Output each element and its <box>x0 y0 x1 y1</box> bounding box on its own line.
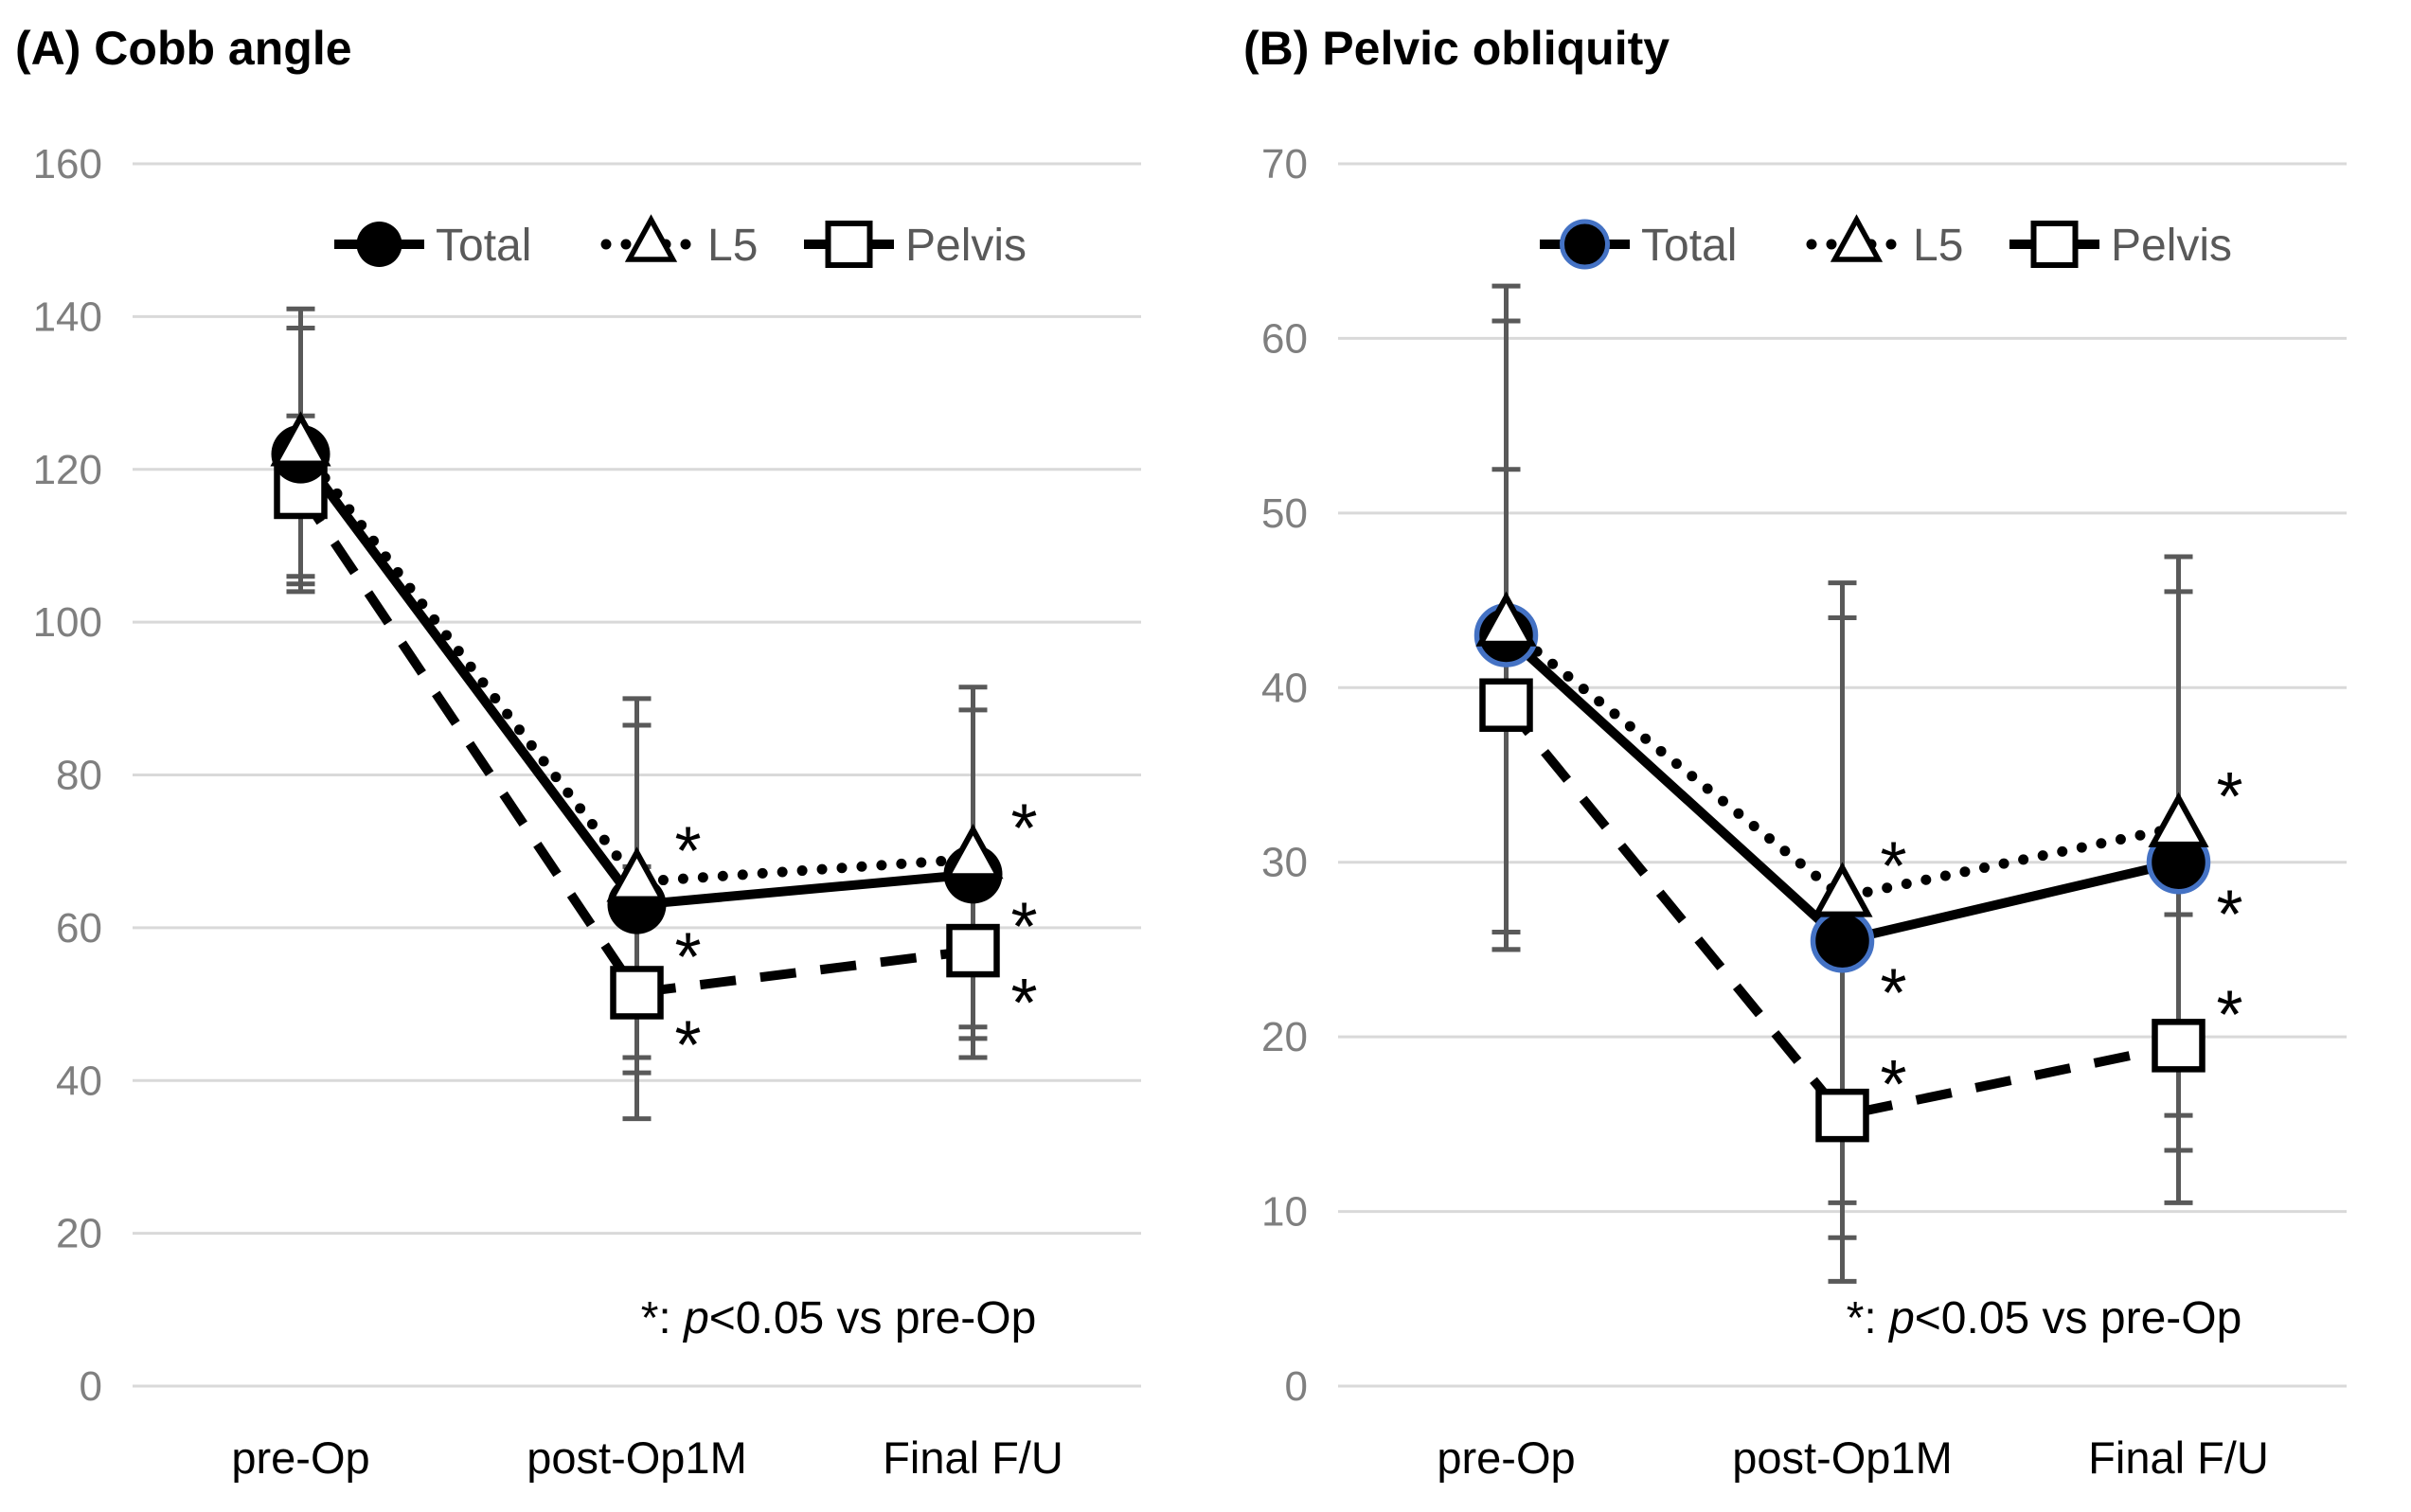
chart-canvas-host-b: 0 10 20 30 40 50 60 70 * * * * * * Total L5 Pelvis pre-Op… <box>1206 0 2411 1512</box>
x-axis-label-post-op1m: post-Op1M <box>527 1432 746 1483</box>
sig-asterisk-pelvis: * <box>1881 1047 1907 1123</box>
series-line-pelvis <box>1502 702 2180 1121</box>
legend-open-square-icon <box>825 221 873 268</box>
panel-title-cobb-angle: (A) Cobb angle <box>15 22 352 75</box>
marker-pelvis-final-f-u <box>946 923 1000 978</box>
y-tick-label: 100 <box>33 599 102 646</box>
series-line-l5 <box>1501 621 2184 903</box>
significance-note-prefix: *: <box>641 1293 684 1343</box>
x-axis-label-post-op1m: post-Op1M <box>1732 1432 1952 1483</box>
y-tick-label: 160 <box>33 141 102 187</box>
legend-filled-circle-icon <box>356 222 402 267</box>
sig-asterisk-pelvis: * <box>675 1007 702 1083</box>
significance-note-p: p <box>1887 1293 1915 1343</box>
sig-asterisk-l5: * <box>1011 791 1038 866</box>
significance-note-prefix: *: <box>1847 1293 1889 1343</box>
y-tick-label: 20 <box>1261 1014 1308 1060</box>
legend-label-pelvis: Pelvis <box>905 221 1027 271</box>
legend-open-triangle-icon <box>1830 214 1884 262</box>
series-line-l5 <box>295 441 978 888</box>
marker-total-post-op1m <box>1810 908 1875 973</box>
sig-asterisk-pelvis: * <box>2217 977 2243 1053</box>
sig-asterisk-total: * <box>675 920 702 996</box>
panel-title-pelvic-obliquity: (B) Pelvic obliquity <box>1243 22 1670 75</box>
series-markers <box>270 411 1004 1020</box>
y-tick-label: 60 <box>56 905 102 952</box>
x-axis-label-final-f-u: Final F/U <box>2088 1432 2269 1483</box>
y-tick-label: 10 <box>1261 1189 1308 1236</box>
y-tick-label: 30 <box>1261 840 1308 886</box>
marker-l5-pre-op <box>1475 591 1537 647</box>
legend-open-square-icon <box>2030 221 2079 268</box>
x-axis-label-final-f-u: Final F/U <box>883 1432 1063 1483</box>
series-markers <box>1473 591 2211 1143</box>
x-axis-label-pre-op: pre-Op <box>1437 1432 1575 1483</box>
y-tick-label: 20 <box>56 1211 102 1257</box>
panel-cobb-angle: (A) Cobb angle 0 20 40 60 80 100 120 140 160 * * * *… <box>15 22 1141 1483</box>
x-axis-labels: pre-Op post-Op1M Final F/U <box>231 1432 1063 1483</box>
panel-pelvic-obliquity: (B) Pelvic obliquity 0 10 20 30 40 50 60 70 * * * *… <box>1206 0 2411 1512</box>
y-tick-label: 0 <box>80 1363 102 1410</box>
sig-asterisk-l5: * <box>675 813 702 889</box>
series-line-pelvis <box>296 489 974 998</box>
y-tick-label: 140 <box>33 294 102 340</box>
significance-note-suffix: <0.05 vs pre-Op <box>1915 1293 2242 1343</box>
y-tick-label: 70 <box>1261 141 1308 187</box>
sig-asterisk-total: * <box>1881 956 1907 1032</box>
marker-pelvis-post-op1m <box>1815 1088 1869 1143</box>
chart-canvas-host-a: 0 20 40 60 80 100 120 140 160 * * * * * * Total L5 Pelvis… <box>33 141 1141 1483</box>
marker-pelvis-pre-op <box>1479 678 1533 732</box>
sig-asterisk-total: * <box>2217 878 2243 953</box>
significance-asterisks: ****** <box>675 791 1038 1083</box>
significance-note: *: p<0.05 vs pre-Op <box>1847 1293 2242 1343</box>
y-tick-label: 80 <box>56 753 102 799</box>
marker-l5-pre-op <box>270 411 331 467</box>
y-tick-label: 50 <box>1261 490 1308 537</box>
sig-asterisk-l5: * <box>1881 829 1907 905</box>
y-tick-label: 40 <box>1261 665 1308 711</box>
marker-l5-post-op1m <box>606 846 668 902</box>
marker-l5-post-op1m <box>1812 862 1873 917</box>
x-axis-label-pre-op: pre-Op <box>231 1432 369 1483</box>
significance-note-suffix: <0.05 vs pre-Op <box>709 1293 1037 1343</box>
legend-open-triangle-icon <box>624 214 678 262</box>
significance-asterisks: * * * * * * <box>1881 759 2243 1123</box>
marker-pelvis-post-op1m <box>610 966 664 1020</box>
legend-label-l5: L5 <box>1913 221 1963 271</box>
gridlines-and-yaxis: 0 10 20 30 40 50 60 70 <box>1261 141 2347 1410</box>
y-tick-label: 60 <box>1261 315 1308 362</box>
marker-pelvis-final-f-u <box>2152 1019 2206 1073</box>
sig-asterisk-pelvis: * <box>1011 966 1038 1041</box>
significance-note-p: p <box>682 1293 709 1343</box>
y-tick-label: 40 <box>56 1058 102 1104</box>
sig-asterisk-total: * <box>1011 889 1038 965</box>
sig-asterisk-l5: * <box>2217 759 2243 835</box>
legend-label-l5: L5 <box>707 221 758 271</box>
legend-filled-circle-icon <box>1560 219 1610 270</box>
chart-canvas: 0 10 20 30 40 50 60 70 * * * * * * Total L5 Pelvis pre-Op… <box>1261 141 2347 1483</box>
y-tick-label: 0 <box>1285 1363 1308 1410</box>
marker-l5-final-f-u <box>942 824 1004 880</box>
legend: Total L5 Pelvis <box>1540 214 2232 271</box>
x-axis-labels: pre-Op post-Op1M Final F/U <box>1437 1432 2268 1483</box>
legend-label-pelvis: Pelvis <box>2111 221 2232 271</box>
y-tick-label: 120 <box>33 447 102 493</box>
significance-note: *: p<0.05 vs pre-Op <box>641 1293 1037 1343</box>
marker-l5-final-f-u <box>2148 792 2209 847</box>
legend-label-total: Total <box>436 221 531 271</box>
legend-label-total: Total <box>1641 221 1737 271</box>
legend: Total L5 Pelvis <box>334 214 1027 271</box>
